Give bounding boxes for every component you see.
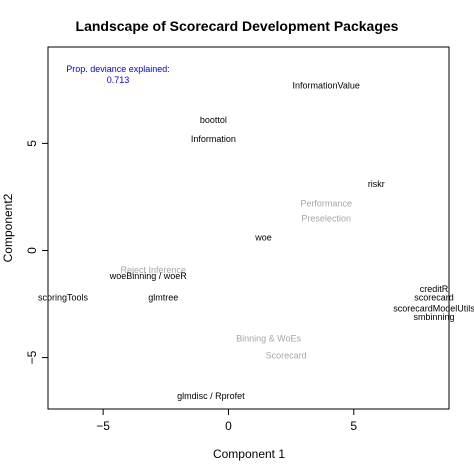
package-labels: InformationValue boottol Information riskr w… [38,81,474,402]
x-axis-ticks: −5 0 5 [96,409,357,433]
y-tick-label: 0 [25,247,39,254]
package-label: riskr [368,179,385,189]
annotation-line: Prop. deviance explained: [66,64,170,74]
package-label: InformationValue [293,81,360,91]
x-tick-label: 5 [350,419,357,433]
category-label: Reject Inference [120,265,186,275]
plot-frame [47,46,450,410]
category-labels: Performance Preselection Reject Inference B… [120,198,351,360]
category-label: Scorecard [266,350,307,360]
x-tick-label: 0 [225,419,232,433]
category-label: Performance [300,198,352,208]
y-tick-label: 5 [25,140,39,147]
chart-title: Landscape of Scorecard Development Packa… [76,18,399,34]
category-label: Binning & WoEs [236,333,301,343]
package-label: glmtree [148,293,178,303]
y-tick-label: −5 [25,350,39,364]
x-tick-label: −5 [96,419,110,433]
package-label: scorecardModelUtils [393,303,474,313]
package-label: scoringTools [38,293,89,303]
category-label: Preselection [301,213,351,223]
package-label: glmdisc / Rprofet [177,391,245,401]
package-label: scorecard [414,293,454,303]
x-axis-label: Component 1 [213,447,285,461]
package-label: creditR [420,284,449,294]
annotation-group: Prop. deviance explained:0.713 [66,64,170,85]
annotation-line: 0.713 [107,75,130,85]
package-label: Information [191,134,236,144]
package-label: smbinning [413,312,454,322]
package-label: woeBinning / woeR [109,271,188,281]
package-label: boottol [200,115,227,125]
package-label: woe [254,233,272,243]
y-axis-ticks: −5 0 5 [25,140,48,364]
y-axis-label: Component2 [1,193,15,262]
